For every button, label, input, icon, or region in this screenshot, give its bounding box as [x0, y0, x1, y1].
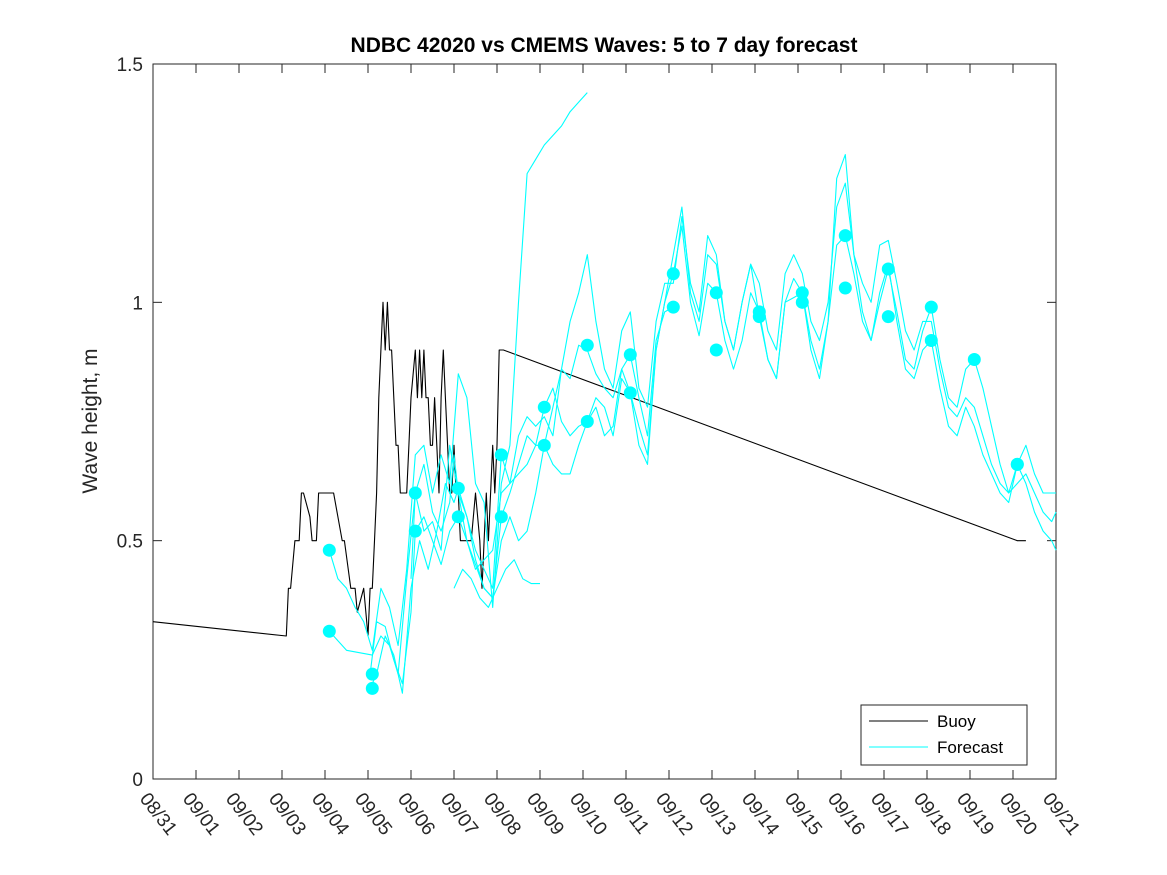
- forecast-start-marker: [709, 286, 723, 300]
- y-tick-label: 1: [132, 293, 143, 314]
- x-tick-label: 09/07: [436, 789, 482, 839]
- x-tick-label: 09/20: [995, 789, 1041, 839]
- x-tick-label: 09/16: [823, 789, 869, 839]
- forecast-series-line: [369, 154, 1056, 694]
- forecast-start-marker: [795, 286, 809, 300]
- forecast-start-marker: [623, 386, 637, 400]
- forecast-start-marker: [967, 353, 981, 367]
- forecast-start-marker: [494, 448, 508, 462]
- forecast-start-marker: [924, 300, 938, 314]
- forecast-start-marker: [451, 510, 465, 524]
- forecast-start-marker: [666, 267, 680, 281]
- forecast-start-marker: [494, 510, 508, 524]
- x-tick-label: 09/21: [1038, 789, 1084, 839]
- legend-buoy-label: Buoy: [937, 712, 976, 731]
- forecast-start-marker: [709, 343, 723, 357]
- x-tick-label: 09/14: [737, 789, 783, 840]
- axes-box: [152, 63, 1057, 780]
- forecast-start-marker: [451, 481, 465, 495]
- x-tick-label: 09/09: [522, 789, 568, 839]
- x-tick-label: 09/18: [909, 789, 955, 839]
- y-tick-label: 1.5: [117, 55, 143, 76]
- forecast-series-line: [328, 92, 588, 651]
- forecast-start-marker: [881, 262, 895, 276]
- forecast-start-marker: [537, 400, 551, 414]
- y-tick-label: 0.5: [117, 532, 143, 553]
- x-tick-label: 08/31: [135, 789, 181, 839]
- forecast-start-marker: [322, 624, 336, 638]
- forecast-start-marker: [537, 438, 551, 452]
- x-tick-label: 09/10: [565, 789, 611, 839]
- forecast-start-marker: [752, 310, 766, 324]
- forecast-start-marker: [408, 486, 422, 500]
- forecast-start-marker: [408, 524, 422, 538]
- forecast-start-marker: [623, 348, 637, 362]
- forecast-start-marker: [580, 415, 594, 428]
- x-tick-label: 09/03: [264, 789, 310, 839]
- forecast-start-marker: [838, 229, 852, 243]
- forecast-start-marker: [838, 281, 852, 295]
- x-tick-label: 09/04: [307, 789, 353, 840]
- forecast-start-marker: [795, 295, 809, 309]
- forecast-start-marker: [924, 333, 938, 347]
- x-tick-label: 09/05: [350, 789, 396, 839]
- x-tick-label: 09/11: [608, 789, 653, 838]
- x-tick-label: 09/08: [479, 789, 525, 839]
- forecast-start-marker: [365, 667, 379, 681]
- forecast-start-marker: [580, 338, 594, 352]
- forecast-start-marker: [1010, 457, 1024, 471]
- forecast-start-marker: [666, 300, 680, 314]
- x-tick-label: 09/17: [866, 789, 912, 839]
- x-tick-label: 09/19: [952, 789, 998, 839]
- forecast-series-line: [410, 182, 1057, 579]
- x-tick-label: 09/06: [393, 789, 439, 839]
- buoy-series-line: [152, 301, 1026, 637]
- x-tick-label: 09/15: [780, 789, 826, 839]
- forecast-start-marker: [365, 681, 379, 695]
- forecast-start-marker: [322, 543, 336, 557]
- x-tick-label: 09/13: [694, 789, 740, 839]
- legend-forecast-label: Forecast: [937, 738, 1003, 757]
- forecast-series-line: [328, 306, 674, 675]
- y-axis-label: Wave height, m: [79, 348, 102, 493]
- x-tick-label: 09/01: [178, 789, 224, 839]
- forecast-start-marker: [881, 310, 895, 324]
- legend: Buoy Forecast: [860, 704, 1028, 766]
- plot-background: [153, 64, 1056, 779]
- chart-title: NDBC 42020 vs CMEMS Waves: 5 to 7 day fo…: [351, 34, 858, 57]
- legend-box: [860, 704, 1028, 766]
- x-tick-label: 09/12: [651, 789, 697, 839]
- x-tick-label: 09/02: [221, 789, 267, 839]
- y-tick-label: 0: [132, 770, 143, 791]
- forecast-series-line: [453, 559, 540, 608]
